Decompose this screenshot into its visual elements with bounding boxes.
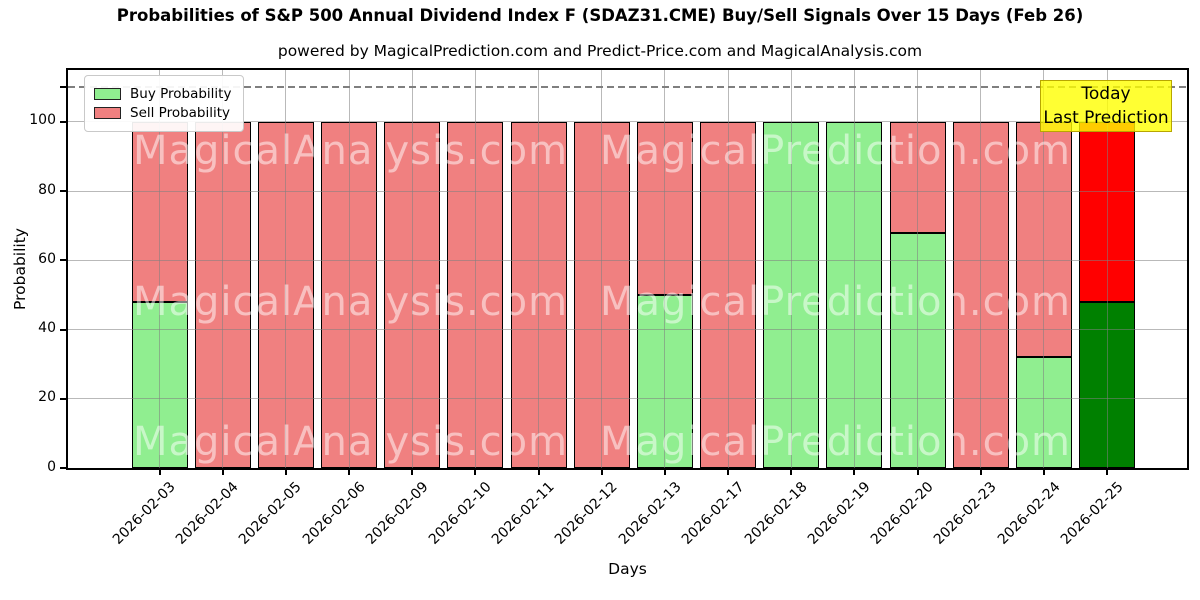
legend: Buy Probability Sell Probability [84, 75, 245, 132]
x-gridline-2026-02-18 [790, 70, 792, 468]
x-tick-2026-02-04 [221, 470, 224, 475]
y-tick-100 [60, 120, 66, 123]
x-axis-label: Days [608, 560, 647, 578]
y-gridline-60 [68, 259, 1187, 261]
x-tick-2026-02-05 [284, 470, 287, 475]
x-gridline-2026-02-23 [980, 70, 982, 468]
legend-entry-sell: Sell Probability [94, 105, 231, 121]
x-tick-label-2026-02-12: 2026-02-12 [552, 479, 622, 548]
x-gridline-2026-02-25 [1106, 70, 1108, 468]
y-tick-80 [60, 190, 66, 193]
y-tick-label-0: 0 [47, 458, 56, 475]
x-gridline-2026-02-06 [348, 70, 350, 468]
y-tick-label-60: 60 [38, 250, 56, 267]
x-tick-2026-02-24 [1042, 470, 1045, 475]
legend-buy-label: Buy Probability [130, 86, 232, 102]
today-annotation-line2: Last Prediction [1043, 108, 1169, 128]
y-gridline-80 [68, 190, 1187, 192]
x-tick-2026-02-19 [853, 470, 856, 475]
x-tick-2026-02-03 [158, 470, 161, 475]
y-tick-60 [60, 259, 66, 262]
x-tick-2026-02-10 [474, 470, 477, 475]
x-tick-label-2026-02-20: 2026-02-20 [868, 479, 937, 548]
y-gridline-100 [68, 121, 1187, 123]
y-tick-label-40: 40 [38, 320, 56, 337]
x-tick-label-2026-02-04: 2026-02-04 [173, 479, 242, 548]
today-annotation-line1: Today [1081, 84, 1131, 104]
x-tick-label-2026-02-19: 2026-02-19 [804, 479, 874, 548]
x-tick-2026-02-25 [1106, 470, 1109, 475]
x-tick-2026-02-09 [411, 470, 414, 475]
x-tick-label-2026-02-25: 2026-02-25 [1057, 479, 1127, 548]
x-gridline-2026-02-20 [917, 70, 919, 468]
x-tick-label-2026-02-23: 2026-02-23 [931, 479, 1001, 548]
x-tick-2026-02-20 [916, 470, 919, 475]
x-tick-2026-02-06 [348, 470, 350, 475]
x-tick-label-2026-02-13: 2026-02-13 [615, 479, 685, 548]
x-gridline-2026-02-13 [664, 70, 666, 468]
x-tick-2026-02-23 [979, 470, 982, 475]
y-tick-label-100: 100 [29, 112, 56, 129]
x-tick-label-2026-02-06: 2026-02-06 [299, 479, 369, 548]
x-gridline-2026-02-09 [411, 70, 413, 468]
y-tick-0 [60, 467, 66, 469]
y-tick-label-80: 80 [38, 181, 56, 198]
legend-sell-swatch [94, 107, 121, 119]
x-tick-label-2026-02-05: 2026-02-05 [236, 479, 306, 548]
x-gridline-2026-02-04 [222, 70, 224, 468]
legend-sell-label: Sell Probability [130, 105, 231, 121]
x-tick-label-2026-02-09: 2026-02-09 [362, 479, 432, 548]
x-tick-2026-02-17 [727, 470, 730, 475]
x-gridline-2026-02-17 [727, 70, 729, 468]
x-tick-label-2026-02-24: 2026-02-24 [994, 479, 1064, 548]
chart-subtitle: powered by MagicalPrediction.com and Pre… [277, 42, 923, 60]
x-gridline-2026-02-03 [159, 70, 160, 468]
y-tick-20 [60, 397, 66, 400]
plot-area: MagicalAnalysis.com MagicalPrediction.com… [66, 68, 1189, 470]
today-annotation: Today Last Prediction [1040, 80, 1172, 132]
y-axis-label: Probability [11, 228, 29, 310]
x-tick-label-2026-02-03: 2026-02-03 [109, 479, 179, 548]
x-gridline-2026-02-12 [601, 70, 603, 468]
x-tick-label-2026-02-17: 2026-02-17 [678, 479, 748, 548]
x-tick-2026-02-13 [663, 470, 666, 475]
y-tick-threshold [60, 86, 66, 89]
y-gridline-40 [68, 329, 1187, 331]
x-gridline-2026-02-24 [1043, 70, 1045, 468]
x-tick-label-2026-02-18: 2026-02-18 [741, 479, 811, 548]
x-tick-2026-02-18 [790, 470, 793, 475]
y-gridline-20 [68, 398, 1187, 400]
legend-entry-buy: Buy Probability [94, 86, 231, 102]
x-tick-label-2026-02-10: 2026-02-10 [425, 479, 495, 548]
x-tick-2026-02-11 [537, 470, 540, 475]
x-gridline-2026-02-05 [285, 70, 287, 468]
y-tick-40 [60, 328, 66, 331]
y-tick-label-20: 20 [38, 389, 56, 406]
threshold-dashed-line [68, 86, 1187, 89]
x-gridline-2026-02-19 [853, 70, 855, 468]
x-tick-label-2026-02-11: 2026-02-11 [488, 479, 558, 548]
x-gridline-2026-02-10 [474, 70, 476, 468]
legend-buy-swatch [94, 88, 121, 100]
x-tick-2026-02-12 [600, 470, 603, 475]
x-gridline-2026-02-11 [538, 70, 540, 468]
chart-title: Probabilities of S&P 500 Annual Dividend… [116, 6, 1084, 25]
